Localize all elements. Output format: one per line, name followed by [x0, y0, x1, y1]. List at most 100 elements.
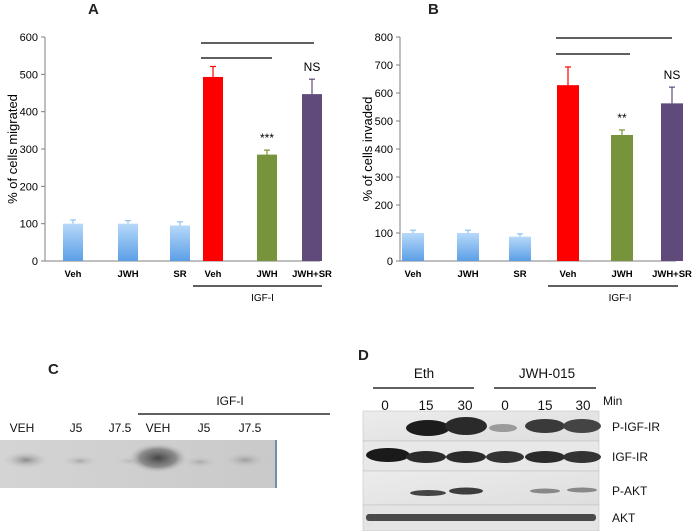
band-d-igf-ir-jwh-15 [525, 451, 565, 463]
lane-label: J5 [198, 421, 211, 435]
y-axis-label: % of cells invaded [360, 97, 375, 202]
x-tick-label: Veh [65, 269, 82, 280]
lane-label: J7.5 [239, 421, 262, 435]
y-tick-label: 200 [375, 200, 393, 212]
time-label: 30 [457, 398, 472, 413]
significance-label: ** [617, 111, 627, 125]
band-d-p-igf-ir-jwh-15 [525, 419, 565, 433]
band-c-veh [2, 451, 50, 469]
panel-letter-b: B [428, 1, 439, 18]
band-d-p-igf-ir-jwh-0 [489, 424, 517, 432]
x-tick-label: JWH+SR [652, 269, 692, 280]
y-tick-label: 100 [20, 219, 38, 231]
panel-a-chart: A % of cells migrated 0 100 200 300 400 500 600 V… [5, 1, 332, 304]
band-d-igf-ir-jwh-0 [486, 451, 524, 463]
panel-d-time-unit: Min [603, 394, 622, 408]
band-d-igf-ir-jwh-30 [563, 451, 601, 463]
bar-jwh-sr-5 [661, 103, 683, 261]
blot-row-label: P-AKT [612, 484, 648, 498]
bar-veh-0 [402, 233, 424, 261]
time-label: 0 [501, 398, 509, 413]
panel-d-letter: D [358, 347, 369, 364]
panel-c-gel-edge [275, 440, 277, 488]
band-d-p-akt-jwh-15 [530, 488, 560, 494]
x-tick-label: Veh [560, 269, 577, 280]
band-c-igf-j7-5 [223, 452, 267, 468]
lane-label: VEH [10, 421, 35, 435]
band-c-igf-j5 [182, 456, 218, 468]
time-label: 0 [381, 398, 389, 413]
band-d-p-akt-jwh-30 [567, 487, 597, 493]
x-tick-label: JWH+SR [292, 269, 332, 280]
x-tick-label: SR [513, 269, 526, 280]
panel-c-letter: C [48, 361, 59, 378]
y-tick-label: 0 [32, 256, 38, 268]
time-label: 30 [575, 398, 590, 413]
panel-d-group-eth: Eth [414, 366, 434, 381]
significance-label: NS [304, 60, 321, 74]
band-d-p-igf-ir-eth-30 [445, 417, 487, 435]
band-d-akt [366, 514, 596, 521]
group-label: IGF-I [609, 293, 632, 304]
bar-veh-3 [203, 76, 223, 262]
panel-c-gel: C IGF-I VEH J5 J7.5 VEH J5 J7.5 [0, 361, 330, 488]
band-c-igf-veh [128, 443, 188, 473]
lane-label: J5 [70, 421, 83, 435]
y-tick-label: 500 [375, 116, 393, 128]
significance-label: NS [664, 68, 681, 82]
blot-row-p-akt [362, 470, 600, 506]
y-tick-label: 400 [20, 107, 38, 119]
bar-veh-0 [63, 223, 83, 261]
x-tick-label: JWH [256, 269, 277, 280]
panel-letter-a: A [88, 1, 99, 18]
bar-jwh-1 [118, 223, 138, 261]
y-tick-label: 600 [375, 88, 393, 100]
band-d-igf-ir-eth-30 [446, 451, 486, 463]
blot-row-label: IGF-IR [612, 450, 648, 464]
band-c-j5 [62, 455, 98, 467]
y-tick-label: 400 [375, 144, 393, 156]
bar-veh-3 [557, 85, 579, 261]
y-tick-label: 600 [20, 32, 38, 44]
group-label: IGF-I [251, 293, 274, 304]
x-tick-label: SR [173, 269, 186, 280]
y-tick-label: 300 [375, 172, 393, 184]
x-tick-label: JWH [611, 269, 632, 280]
band-d-p-akt-eth-15 [410, 490, 446, 496]
lane-label: J7.5 [109, 421, 132, 435]
y-axis-label: % of cells migrated [5, 94, 20, 204]
band-d-igf-ir-eth-15 [406, 451, 446, 463]
blot-row-label: AKT [612, 511, 636, 525]
band-d-p-akt-eth-30 [449, 487, 483, 495]
x-tick-label: Veh [405, 269, 422, 280]
bar-jwh-4 [257, 154, 277, 261]
y-tick-label: 700 [375, 60, 393, 72]
time-label: 15 [418, 398, 433, 413]
bar-jwh-1 [457, 233, 479, 261]
time-label: 15 [537, 398, 552, 413]
panel-d-group-jwh: JWH-015 [519, 366, 575, 381]
y-tick-label: 300 [20, 144, 38, 156]
bar-sr-2 [509, 236, 531, 261]
panel-b-chart: B % of cells invaded 0 100 200 300 400 500 600 70… [360, 1, 692, 304]
significance-label: *** [260, 131, 274, 145]
y-tick-label: 500 [20, 69, 38, 81]
blot-row-label: P-IGF-IR [612, 420, 660, 434]
bar-jwh-sr-5 [302, 94, 322, 262]
bar-sr-2 [170, 225, 190, 261]
x-tick-label: Veh [205, 269, 222, 280]
lane-label: VEH [146, 421, 171, 435]
band-d-p-igf-ir-jwh-30 [563, 419, 601, 433]
band-d-igf-ir-eth-0 [366, 448, 410, 462]
y-tick-label: 0 [387, 256, 393, 268]
y-tick-label: 100 [375, 228, 393, 240]
band-d-p-igf-ir-eth-15 [406, 420, 450, 436]
x-tick-label: JWH [457, 269, 478, 280]
y-tick-label: 200 [20, 181, 38, 193]
y-tick-label: 800 [375, 32, 393, 44]
bar-jwh-4 [611, 135, 633, 261]
x-tick-label: JWH [117, 269, 138, 280]
panel-c-group-label: IGF-I [216, 394, 243, 408]
